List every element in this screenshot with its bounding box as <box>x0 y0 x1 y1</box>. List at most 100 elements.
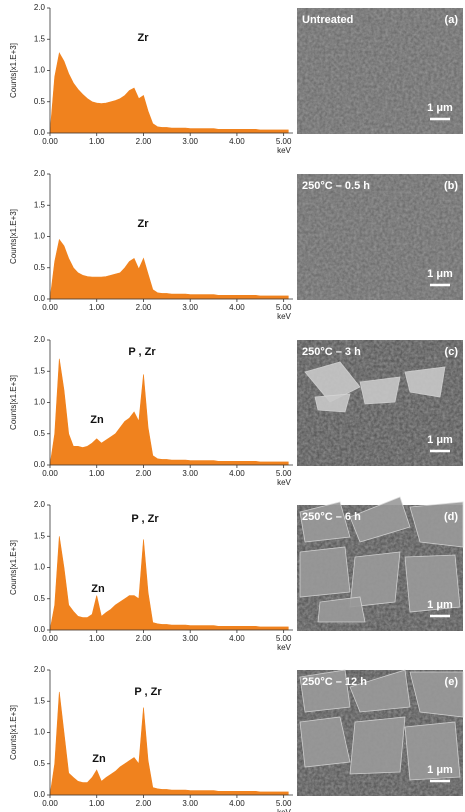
y-tick-label: 1.5 <box>34 366 46 375</box>
x-tick-label: 4.00 <box>229 799 245 808</box>
x-tick-label: 2.00 <box>136 303 152 312</box>
figure: 0.00.51.01.52.00.001.002.003.004.005.00k… <box>0 0 465 812</box>
sem-plate <box>350 717 405 774</box>
peak-annotation: Zn <box>92 753 106 765</box>
y-tick-label: 1.0 <box>34 232 46 241</box>
sem-image <box>297 8 463 134</box>
scale-label: 1 μm <box>427 102 453 114</box>
spectrum-area <box>50 692 288 795</box>
y-tick-label: 2.0 <box>34 665 46 674</box>
peak-annotation: Zn <box>91 583 105 595</box>
sem-plate <box>300 547 350 597</box>
peak-annotation: Zr <box>138 32 150 44</box>
scale-label: 1 μm <box>427 599 453 611</box>
y-tick-label: 1.0 <box>34 398 46 407</box>
y-tick-label: 0.0 <box>34 625 46 634</box>
y-axis-label: Counts[x1.E+3] <box>9 375 18 430</box>
x-tick-label: 2.00 <box>136 634 152 643</box>
spectrum-area <box>50 240 288 299</box>
x-tick-label: 1.00 <box>89 137 105 146</box>
x-tick-label: 0.00 <box>42 634 58 643</box>
x-tick-label: 2.00 <box>136 469 152 478</box>
sem-image <box>297 340 463 466</box>
x-tick-label: 0.00 <box>42 303 58 312</box>
spectrum-area <box>50 536 288 630</box>
x-tick-label: 5.00 <box>276 303 292 312</box>
y-tick-label: 1.5 <box>34 531 46 540</box>
y-tick-label: 2.0 <box>34 500 46 509</box>
y-tick-label: 0.0 <box>34 294 46 303</box>
x-axis-label: keV <box>277 312 291 321</box>
scale-label: 1 μm <box>427 268 453 280</box>
y-axis-label: Counts[x1.E+3] <box>9 705 18 760</box>
x-tick-label: 3.00 <box>182 303 198 312</box>
image-label: 250°C – 3 h <box>302 346 361 358</box>
y-tick-label: 1.0 <box>34 728 46 737</box>
y-tick-label: 2.0 <box>34 335 46 344</box>
x-tick-label: 4.00 <box>229 634 245 643</box>
sem-texture <box>297 174 463 300</box>
spectrum-area <box>50 53 288 133</box>
y-tick-label: 0.5 <box>34 594 46 603</box>
x-tick-label: 0.00 <box>42 469 58 478</box>
image-label: 250°C – 0.5 h <box>302 180 370 192</box>
x-tick-label: 1.00 <box>89 799 105 808</box>
y-tick-label: 0.0 <box>34 460 46 469</box>
sem-texture <box>297 8 463 134</box>
x-tick-label: 2.00 <box>136 137 152 146</box>
x-tick-label: 0.00 <box>42 137 58 146</box>
x-axis-label: keV <box>277 643 291 652</box>
image-label: 250°C – 12 h <box>302 676 367 688</box>
panel-label: (c) <box>445 346 459 358</box>
y-tick-label: 0.5 <box>34 759 46 768</box>
x-tick-label: 3.00 <box>182 469 198 478</box>
y-tick-label: 1.0 <box>34 563 46 572</box>
x-tick-label: 5.00 <box>276 634 292 643</box>
sem-image <box>297 174 463 300</box>
scale-label: 1 μm <box>427 434 453 446</box>
panel-label: (e) <box>445 676 459 688</box>
scale-label: 1 μm <box>427 764 453 776</box>
x-tick-label: 5.00 <box>276 469 292 478</box>
x-axis-label: keV <box>277 808 291 812</box>
sem-image <box>297 670 463 796</box>
x-tick-label: 2.00 <box>136 799 152 808</box>
peak-annotation: P , Zr <box>134 686 162 698</box>
sem-plate <box>360 377 400 404</box>
y-tick-label: 2.0 <box>34 169 46 178</box>
y-axis-label: Counts[x1.E+3] <box>9 43 18 98</box>
y-tick-label: 0.0 <box>34 790 46 799</box>
y-tick-label: 1.5 <box>34 696 46 705</box>
x-tick-label: 4.00 <box>229 469 245 478</box>
sem-plate <box>315 394 350 412</box>
peak-annotation: P , Zr <box>128 346 156 358</box>
x-tick-label: 3.00 <box>182 634 198 643</box>
y-tick-label: 1.5 <box>34 34 46 43</box>
panel-label: (b) <box>444 180 458 192</box>
x-tick-label: 1.00 <box>89 303 105 312</box>
x-tick-label: 1.00 <box>89 634 105 643</box>
y-axis-label: Counts[x1.E+3] <box>9 209 18 264</box>
x-tick-label: 3.00 <box>182 799 198 808</box>
x-tick-label: 1.00 <box>89 469 105 478</box>
image-label: 250°C – 6 h <box>302 511 361 523</box>
peak-annotation: P , Zr <box>131 513 159 525</box>
y-axis-label: Counts[x1.E+3] <box>9 540 18 595</box>
y-tick-label: 0.5 <box>34 429 46 438</box>
y-tick-label: 1.0 <box>34 66 46 75</box>
x-axis-label: keV <box>277 146 291 155</box>
x-tick-label: 5.00 <box>276 137 292 146</box>
y-tick-label: 0.0 <box>34 128 46 137</box>
image-label: Untreated <box>302 14 353 26</box>
panel-label: (a) <box>445 14 459 26</box>
x-tick-label: 4.00 <box>229 303 245 312</box>
peak-annotation: Zn <box>90 414 104 426</box>
x-tick-label: 3.00 <box>182 137 198 146</box>
x-tick-label: 0.00 <box>42 799 58 808</box>
y-tick-label: 1.5 <box>34 200 46 209</box>
spectrum-area <box>50 359 288 465</box>
y-tick-label: 0.5 <box>34 97 46 106</box>
y-tick-label: 2.0 <box>34 3 46 12</box>
y-tick-label: 0.5 <box>34 263 46 272</box>
sem-plate <box>405 367 445 397</box>
